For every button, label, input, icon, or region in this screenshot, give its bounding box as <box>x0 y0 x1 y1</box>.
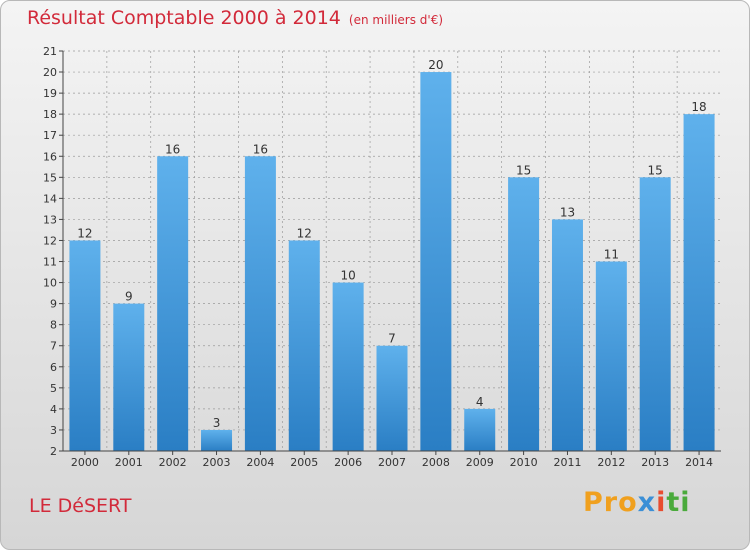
bar-value-label: 15 <box>648 163 663 177</box>
y-tick-label: 12 <box>43 234 57 247</box>
y-tick-label: 6 <box>50 361 57 374</box>
x-tick-label: 2008 <box>422 456 450 469</box>
labels: 2 3 4 5 6 7 8 9 10 11 12 13 14 15 16 17 18 19 20 21 12 2000 9 2… <box>43 45 713 469</box>
axes <box>59 50 721 455</box>
bars <box>69 72 715 451</box>
y-tick-label: 13 <box>43 213 57 226</box>
y-tick-label: 2 <box>50 445 57 458</box>
y-tick-label: 7 <box>50 340 57 353</box>
x-tick-label: 2002 <box>159 456 187 469</box>
bar-value-label: 7 <box>388 332 396 346</box>
bar-value-label: 20 <box>428 58 443 72</box>
bar-value-label: 11 <box>604 248 619 262</box>
chart-subtitle: (en milliers d'€) <box>348 13 444 27</box>
y-tick-label: 14 <box>43 192 57 205</box>
x-tick-label: 2006 <box>334 456 362 469</box>
x-tick-label: 2012 <box>597 456 625 469</box>
bar-value-label: 13 <box>560 205 575 219</box>
x-tick-label: 2000 <box>71 456 99 469</box>
x-tick-label: 2004 <box>246 456 274 469</box>
bar <box>551 219 583 451</box>
bar <box>201 429 233 451</box>
bar-value-label: 12 <box>77 226 92 240</box>
y-tick-label: 8 <box>50 319 57 332</box>
y-tick-label: 5 <box>50 382 57 395</box>
bar <box>639 177 671 451</box>
y-tick-label: 20 <box>43 66 57 79</box>
grid-lines <box>63 50 721 451</box>
x-tick-label: 2010 <box>510 456 538 469</box>
bar-value-label: 4 <box>476 395 484 409</box>
x-tick-label: 2013 <box>641 456 669 469</box>
bar <box>332 282 364 451</box>
y-tick-label: 17 <box>43 129 57 142</box>
bar-value-label: 18 <box>691 100 706 114</box>
x-tick-label: 2005 <box>290 456 318 469</box>
bar-value-label: 16 <box>165 142 180 156</box>
y-tick-label: 18 <box>43 108 57 121</box>
x-tick-label: 2014 <box>685 456 713 469</box>
bar-value-label: 12 <box>297 226 312 240</box>
x-tick-label: 2003 <box>203 456 231 469</box>
bar-value-label: 10 <box>340 269 355 283</box>
y-tick-label: 15 <box>43 171 57 184</box>
bar <box>683 114 715 451</box>
x-tick-label: 2007 <box>378 456 406 469</box>
bar-value-label: 16 <box>253 142 268 156</box>
bar <box>157 156 189 451</box>
bar <box>420 72 452 451</box>
y-tick-label: 4 <box>50 403 57 416</box>
x-tick-label: 2009 <box>466 456 494 469</box>
bar <box>69 240 101 451</box>
bar <box>288 240 320 451</box>
proxiti-logo: Proxiti <box>583 487 691 518</box>
bar <box>113 303 145 451</box>
bar-value-label: 9 <box>125 290 133 304</box>
x-tick-label: 2011 <box>553 456 581 469</box>
commune-name: LE DéSERT <box>29 495 132 517</box>
y-tick-label: 11 <box>43 256 57 269</box>
chart-title-text: Résultat Comptable 2000 à 2014 <box>27 7 341 29</box>
y-tick-label: 16 <box>43 150 57 163</box>
y-tick-label: 21 <box>43 45 57 58</box>
bar <box>244 156 276 451</box>
bar <box>508 177 540 451</box>
y-tick-label: 3 <box>50 424 57 437</box>
bar-value-label: 15 <box>516 163 531 177</box>
bar <box>464 408 496 451</box>
bar-value-label: 3 <box>213 416 221 430</box>
y-tick-label: 10 <box>43 277 57 290</box>
y-tick-label: 9 <box>50 298 57 311</box>
chart-title: Résultat Comptable 2000 à 2014 (en millie… <box>27 7 443 29</box>
x-tick-label: 2001 <box>115 456 143 469</box>
bar <box>376 345 408 451</box>
bar <box>595 261 627 451</box>
y-tick-label: 19 <box>43 87 57 100</box>
